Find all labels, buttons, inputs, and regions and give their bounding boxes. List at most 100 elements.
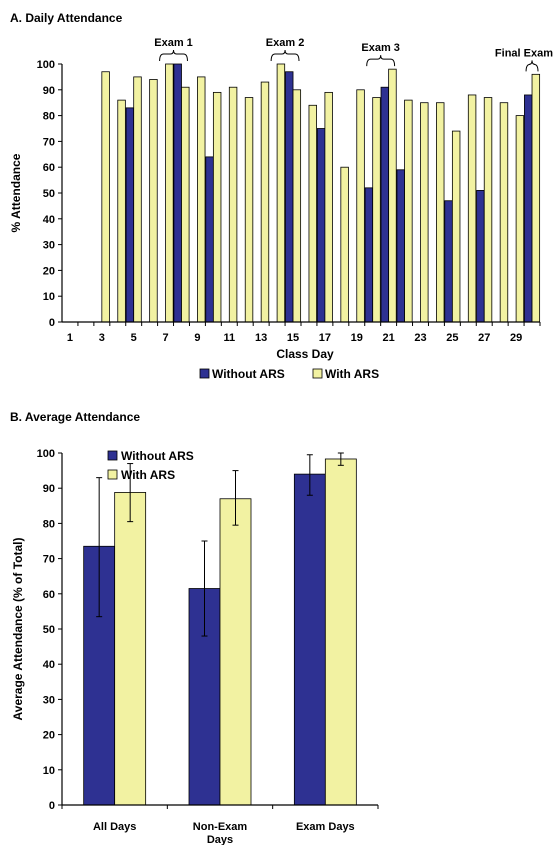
panel-a-y-tick-label: 0 [49,317,55,329]
bar-without-ars-day [173,63,182,323]
exam-annotation-bracket [159,49,188,62]
panel-a-annotations: Exam 1 Exam 2 Exam 3 Final Exam [154,37,553,72]
bar-with-ars-day [483,97,493,323]
panel-a-y-tick-label: 90 [43,85,55,97]
bar-without-ars-day [476,190,485,323]
panel-a-y-tick-label: 10 [43,291,55,303]
panel-a-y-tick-label: 100 [37,59,55,71]
bar-with-ars-day [467,94,477,323]
bar-with-ars [219,498,252,806]
panel-a-x-tick-label: 29 [510,332,522,344]
exam-annotation-label: Exam 2 [266,37,305,49]
exam-annotation-bracket [525,60,539,72]
panel-a-bars [101,63,541,323]
bar-without-ars-day [364,187,374,323]
panel-b-y-ticks: 0 10 20 30 40 50 60 70 80 90 100 [37,448,62,812]
panel-a-legend: Without ARS With ARS [199,367,379,381]
panel-a-x-tick-label: 11 [223,332,235,344]
exam-annotation-label: Exam 1 [154,37,193,49]
bar-with-ars-day [308,104,317,323]
panel-a-y-tick-label: 60 [43,162,55,174]
bar-with-ars-day [101,71,110,323]
bar-without-ars-day [285,71,294,323]
bar-with-ars-day [324,91,333,323]
legend-a-label-with: With ARS [325,367,379,381]
bar-with-ars-day [165,63,174,323]
panel-b-category-label: Non-Exam [193,821,248,833]
panel-a-x-axis-title: Class Day [276,347,334,361]
legend-b-swatch-without [107,450,118,461]
legend-a-swatch-with [312,368,323,379]
panel-a-x-tick-label: 3 [99,332,105,344]
bar-with-ars-day [149,79,158,323]
bar-with-ars-day [228,86,238,323]
bar-without-ars-day [444,200,453,323]
bar-with-ars-day [515,115,525,323]
panel-a-y-tick-label: 50 [43,188,55,200]
panel-b-title: B. Average Attendance [10,410,140,424]
panel-a-x-tick-label: 5 [131,332,137,344]
legend-b-swatch-with [107,469,118,480]
panel-b-y-tick-label: 50 [43,624,55,636]
panel-b-category-label: All Days [93,821,136,833]
bar-without-ars [293,473,326,806]
bar-with-ars-day [197,76,206,323]
bar-with-ars-day [292,89,302,323]
panel-a-y-tick-label: 70 [43,136,55,148]
panel-b-legend: Without ARS With ARS [107,449,194,482]
bar-with-ars-day [531,73,541,323]
panel-b-y-tick-label: 30 [43,694,55,706]
panel-a-x-tick-label: 25 [446,332,458,344]
bar-without-ars-day [316,128,326,323]
legend-a-label-without: Without ARS [212,367,285,381]
bar-with-ars-day [499,102,509,323]
legend-b-label-with: With ARS [121,468,175,482]
bar-without-ars-day [205,156,214,323]
panel-a-x-tick-label: 9 [194,332,200,344]
panel-b-y-tick-label: 10 [43,765,55,777]
bar-without-ars-day [524,94,533,323]
panel-b-y-axis-title: Average Attendance (% of Total) [11,538,25,721]
panel-a-x-tick-label: 17 [319,332,331,344]
panel-b-y-tick-label: 0 [49,800,55,812]
panel-a-y-tick-label: 30 [43,240,55,252]
exam-annotation-label: Exam 3 [361,42,400,54]
panel-a-x-ticks: 1 3 5 7 9 11 13 15 17 19 21 23 25 27 29 [67,322,541,344]
bar-with-ars-day [212,91,222,323]
bar-without-ars-day [125,107,135,323]
panel-b-y-tick-label: 100 [37,448,55,460]
panel-b-y-tick-label: 80 [43,518,55,530]
bar-with-ars [114,492,147,806]
bar-with-ars-day [451,130,461,323]
bar-with-ars-day [117,99,126,323]
legend-a-swatch-without [199,368,210,379]
panel-b-y-tick-label: 70 [43,554,55,566]
bar-with-ars-day [372,97,381,323]
panel-b-y-tick-label: 60 [43,589,55,601]
panel-b-category-label: Exam Days [296,821,355,833]
panel-a-y-tick-label: 40 [43,214,55,226]
bar-with-ars-day [260,81,270,323]
bar-without-ars-day [380,86,390,323]
exam-annotation-bracket [366,55,396,67]
panel-a-x-tick-label: 23 [414,332,426,344]
panel-a-y-axis-title: % Attendance [9,153,23,232]
bar-with-ars-day [404,99,413,323]
panel-b-category-label: Days [207,834,233,845]
panel-a-y-tick-label: 20 [43,265,55,277]
exam-annotation-bracket [270,49,300,62]
panel-a-x-tick-label: 15 [287,332,299,344]
legend-b-label-without: Without ARS [121,449,194,463]
panel-b-y-tick-label: 20 [43,730,55,742]
panel-a-x-tick-label: 1 [67,332,73,344]
panel-a-x-tick-label: 21 [383,332,395,344]
exam-annotation-label: Final Exam [495,47,553,59]
panel-a-x-tick-label: 27 [478,332,490,344]
panel-a-x-tick-label: 13 [255,332,267,344]
panel-a-x-tick-label: 19 [351,332,363,344]
bar-with-ars-day [340,166,349,323]
panel-a-title: A. Daily Attendance [10,11,123,25]
bar-with-ars-day [133,76,142,323]
